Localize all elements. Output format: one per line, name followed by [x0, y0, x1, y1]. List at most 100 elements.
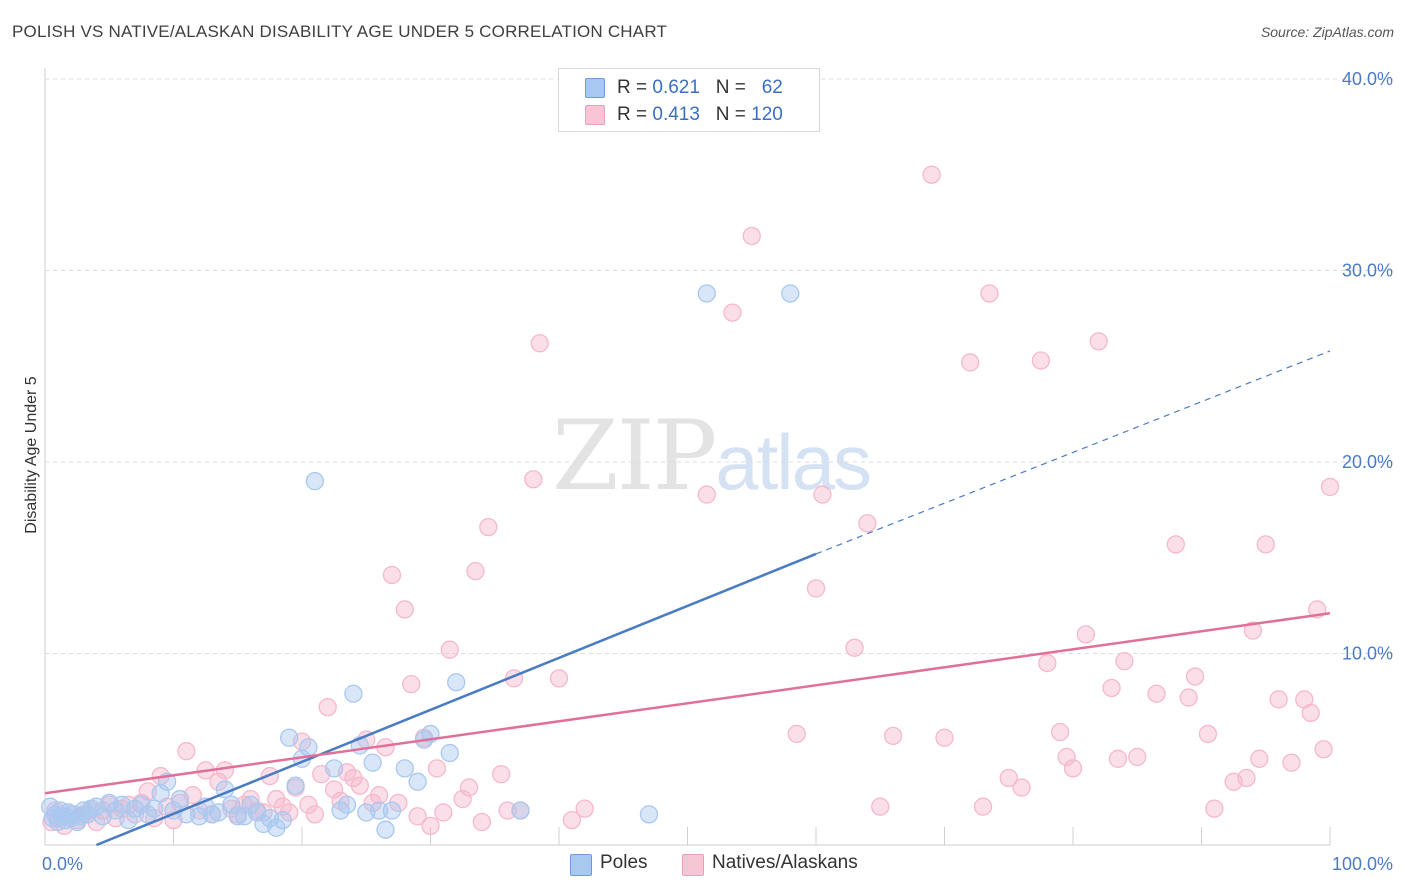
y-tick-label: 10.0% — [1342, 644, 1393, 664]
natives-point — [549, 669, 569, 688]
natives-point — [421, 816, 440, 835]
natives-point — [980, 284, 999, 303]
poles-point — [447, 673, 466, 692]
legend-swatch-poles — [585, 78, 605, 98]
poles-point — [202, 805, 222, 824]
natives-point — [1256, 535, 1275, 554]
natives-point — [318, 697, 337, 717]
natives-point — [1057, 747, 1076, 767]
natives-point — [177, 742, 196, 761]
natives-point — [1012, 778, 1031, 797]
legend-text-poles: R = 0.621 N = 62 — [617, 77, 783, 99]
natives-point — [935, 728, 954, 747]
poles-point — [781, 284, 800, 303]
chart-title: POLISH VS NATIVE/ALASKAN DISABILITY AGE … — [12, 22, 668, 41]
natives-point — [1038, 653, 1057, 673]
legend-n-value: 120 — [751, 104, 783, 125]
legend-n-label: N = — [715, 104, 752, 125]
natives-point — [1102, 678, 1121, 698]
legend-label-natives: Natives/Alaskans — [712, 852, 858, 873]
poles-point — [337, 795, 357, 814]
y-axis-label: Disability Age Under 5 — [23, 376, 40, 534]
poles-point — [382, 801, 402, 820]
poles-point — [697, 284, 716, 303]
axes — [44, 68, 1331, 846]
natives-point — [1166, 535, 1185, 554]
poles-point — [408, 772, 427, 791]
natives-point — [498, 801, 517, 820]
natives-point — [305, 805, 325, 824]
legend-swatch-natives — [585, 105, 605, 125]
natives-point — [973, 797, 993, 816]
natives-point — [562, 810, 581, 830]
natives-point — [408, 807, 427, 826]
natives-point — [961, 353, 980, 372]
natives-point — [350, 776, 369, 795]
natives-point — [1250, 749, 1269, 768]
natives-point — [427, 759, 447, 778]
natives-point — [1063, 759, 1083, 778]
poles-point — [151, 784, 170, 803]
poles-point — [344, 684, 363, 703]
natives-point — [697, 485, 716, 504]
natives-point — [453, 789, 472, 809]
poles-point — [369, 801, 389, 820]
natives-point — [1314, 740, 1333, 759]
poles-point — [119, 810, 138, 830]
natives-point — [845, 638, 864, 657]
natives-point — [382, 565, 402, 585]
natives-point — [524, 470, 543, 489]
natives-point — [466, 562, 485, 581]
poles-trend-line — [95, 552, 817, 847]
poles-point — [324, 759, 344, 778]
poles-trend-extension — [815, 350, 1331, 555]
natives-point — [999, 768, 1018, 788]
poles-point — [363, 753, 382, 772]
legend-r-value: 0.621 — [652, 77, 700, 98]
legend-r-label: R = — [617, 104, 653, 125]
natives-trend-line — [44, 612, 1331, 795]
poles-point — [273, 810, 292, 830]
natives-point — [787, 724, 806, 744]
natives-point — [1179, 688, 1198, 707]
natives-point — [1147, 684, 1166, 703]
natives-point — [1089, 332, 1108, 351]
legend-swatch-natives — [682, 854, 704, 876]
natives-point — [492, 764, 511, 784]
y-tick-label: 30.0% — [1342, 261, 1393, 281]
natives-point — [369, 786, 389, 805]
legend-r-label: R = — [617, 77, 653, 98]
grid-lines — [45, 78, 1395, 654]
natives-point — [922, 165, 941, 184]
natives-point — [858, 514, 877, 533]
series-poles — [40, 284, 800, 839]
series-legend: Poles Natives/Alaskans — [0, 852, 1406, 878]
legend-label-poles: Poles — [600, 852, 648, 873]
natives-point — [324, 780, 344, 799]
natives-point — [1269, 690, 1288, 709]
natives-point — [1076, 625, 1095, 644]
natives-point — [434, 803, 453, 822]
natives-point — [1128, 747, 1147, 767]
y-tick-label: 40.0% — [1342, 69, 1393, 89]
tick-labels: 10.0% 20.0% 30.0% 40.0% 0.0% 100.0% — [42, 69, 1393, 874]
natives-point — [395, 600, 414, 619]
natives-point — [1205, 799, 1224, 818]
poles-point — [279, 728, 299, 747]
natives-point — [459, 778, 479, 797]
poles-point — [145, 799, 164, 818]
legend-text-natives: R = 0.413 N = 120 — [617, 104, 783, 126]
x-tick-label: 0.0% — [42, 854, 83, 874]
poles-point — [376, 820, 395, 839]
natives-point — [472, 812, 492, 832]
natives-point — [1301, 703, 1320, 723]
natives-point — [530, 334, 549, 353]
natives-point — [1282, 753, 1301, 772]
poles-point — [286, 776, 305, 795]
poles-point — [299, 738, 318, 757]
poles-point — [395, 759, 414, 778]
natives-point — [479, 517, 498, 537]
trend-lines — [44, 350, 1331, 847]
natives-point — [1115, 652, 1134, 671]
watermark-zip: ZIP — [552, 400, 717, 512]
